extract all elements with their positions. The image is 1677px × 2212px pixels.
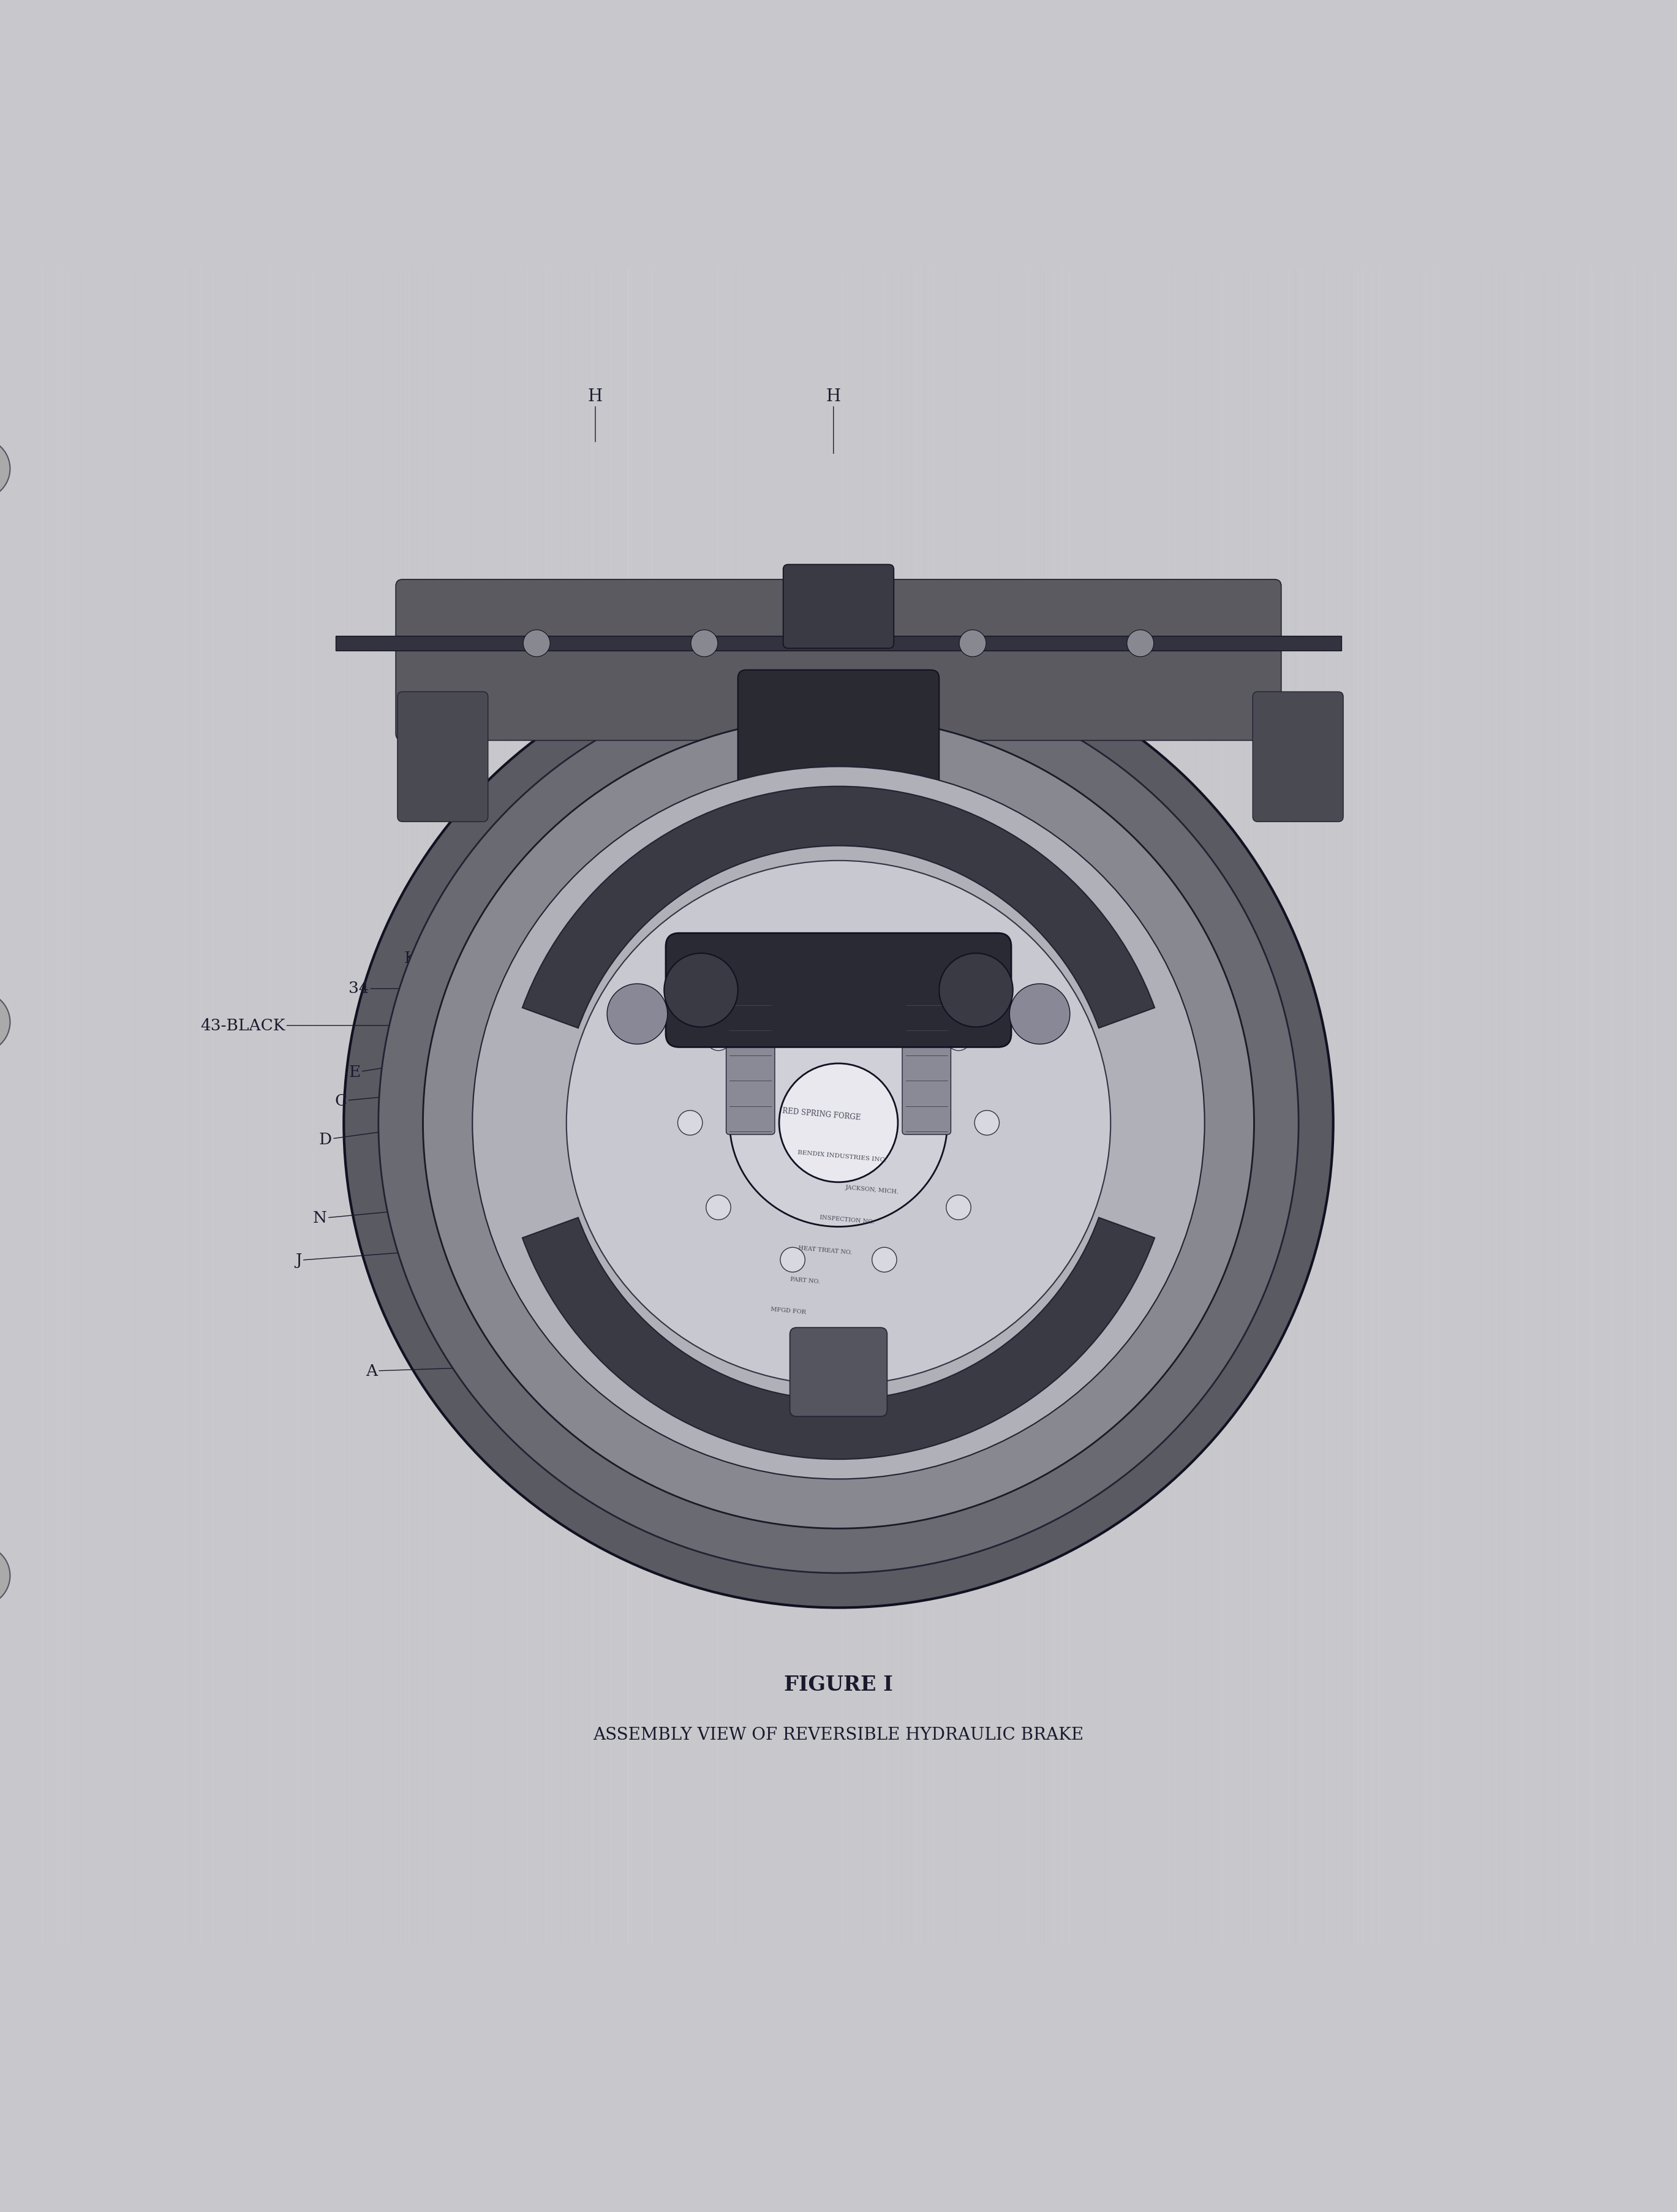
Circle shape — [0, 1546, 10, 1606]
Text: D: D — [319, 1126, 421, 1148]
Ellipse shape — [379, 672, 1298, 1573]
Text: B: B — [1088, 1097, 1177, 1113]
Text: JACKSON, MICH.: JACKSON, MICH. — [845, 1186, 899, 1194]
Text: PART NO.: PART NO. — [790, 1276, 820, 1285]
Text: D: D — [1092, 1130, 1187, 1150]
Circle shape — [1127, 630, 1154, 657]
Text: M: M — [547, 818, 602, 845]
Circle shape — [0, 991, 10, 1053]
Circle shape — [946, 1194, 971, 1219]
Ellipse shape — [473, 768, 1204, 1480]
Text: G: G — [490, 876, 552, 905]
Text: 43-BLACK: 43-BLACK — [200, 1018, 493, 1033]
Ellipse shape — [729, 1020, 948, 1228]
Text: F: F — [592, 847, 644, 874]
FancyBboxPatch shape — [397, 692, 488, 821]
FancyBboxPatch shape — [1253, 692, 1343, 821]
Text: INSPECTION NO.: INSPECTION NO. — [820, 1214, 874, 1225]
Text: G: G — [974, 885, 1045, 911]
FancyBboxPatch shape — [396, 580, 1281, 741]
Ellipse shape — [344, 637, 1333, 1608]
Text: N: N — [314, 1208, 443, 1225]
Circle shape — [780, 1248, 805, 1272]
Text: M: M — [949, 825, 1006, 849]
Text: HEAT TREAT NO.: HEAT TREAT NO. — [798, 1245, 852, 1256]
Circle shape — [0, 438, 10, 500]
Text: H: H — [827, 389, 840, 453]
Text: L: L — [1008, 918, 1080, 940]
Text: FIGURE I: FIGURE I — [785, 1674, 892, 1694]
Circle shape — [872, 973, 897, 998]
Text: N: N — [1072, 1210, 1179, 1232]
Text: C: C — [335, 1093, 426, 1108]
Text: L: L — [443, 905, 510, 933]
FancyBboxPatch shape — [726, 978, 775, 1135]
Circle shape — [780, 1064, 897, 1181]
Bar — [335, 635, 1342, 650]
Circle shape — [678, 1110, 703, 1135]
Wedge shape — [522, 1217, 1155, 1460]
Circle shape — [946, 1026, 971, 1051]
Text: 33: 33 — [1038, 987, 1127, 1002]
Circle shape — [691, 630, 718, 657]
Ellipse shape — [567, 860, 1110, 1385]
Circle shape — [664, 953, 738, 1026]
FancyBboxPatch shape — [790, 1327, 887, 1416]
Text: A: A — [366, 1363, 518, 1378]
Circle shape — [607, 984, 667, 1044]
Text: BENDIX INDUSTRIES INC.: BENDIX INDUSTRIES INC. — [797, 1150, 887, 1164]
Text: F: F — [916, 854, 976, 878]
Circle shape — [939, 953, 1013, 1026]
Circle shape — [706, 1026, 731, 1051]
Text: A: A — [1030, 1363, 1140, 1378]
Wedge shape — [522, 785, 1155, 1029]
Text: H: H — [832, 1464, 845, 1522]
Circle shape — [974, 1110, 999, 1135]
Circle shape — [706, 1194, 731, 1219]
Text: E: E — [349, 1060, 438, 1079]
Circle shape — [872, 1248, 897, 1272]
Text: K: K — [1038, 949, 1110, 971]
Ellipse shape — [423, 717, 1254, 1528]
FancyBboxPatch shape — [738, 670, 939, 816]
Text: E: E — [1075, 1068, 1160, 1084]
Text: MFGD FOR: MFGD FOR — [770, 1307, 807, 1314]
Text: 42-RED: 42-RED — [1050, 1020, 1184, 1035]
Circle shape — [780, 973, 805, 998]
Circle shape — [1010, 984, 1070, 1044]
FancyBboxPatch shape — [666, 933, 1011, 1046]
Text: —ROTATION—: —ROTATION— — [780, 739, 897, 754]
Text: J: J — [295, 1250, 454, 1267]
Text: 34: 34 — [349, 980, 493, 995]
Text: ASSEMBLY VIEW OF REVERSIBLE HYDRAULIC BRAKE: ASSEMBLY VIEW OF REVERSIBLE HYDRAULIC BR… — [594, 1728, 1083, 1743]
Circle shape — [959, 630, 986, 657]
FancyBboxPatch shape — [902, 978, 951, 1135]
Text: K: K — [404, 942, 476, 967]
Circle shape — [523, 630, 550, 657]
Text: H: H — [589, 389, 602, 442]
Text: J: J — [1072, 1252, 1181, 1272]
Text: RED SPRING FORGE: RED SPRING FORGE — [781, 1106, 862, 1121]
FancyBboxPatch shape — [783, 564, 894, 648]
